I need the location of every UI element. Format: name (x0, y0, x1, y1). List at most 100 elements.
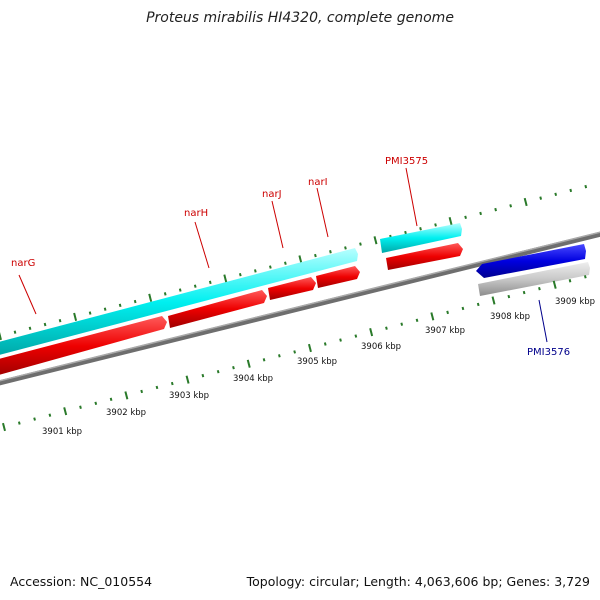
outer-minor-tick (509, 204, 512, 208)
label-PMI3575[interactable]: PMI3575 (385, 156, 428, 167)
outer-minor-tick (13, 330, 17, 334)
outer-major-tick (448, 216, 453, 226)
leader-PMI3576 (538, 299, 548, 343)
outer-minor-tick (479, 211, 482, 216)
outer-minor-tick (178, 288, 182, 292)
inner-major-tick (185, 375, 190, 384)
gene-PMI3576-pseudo-bar[interactable] (478, 262, 590, 296)
inner-minor-tick (385, 326, 388, 330)
inner-minor-tick (216, 369, 220, 374)
outer-major-tick (148, 293, 153, 302)
label-narI[interactable]: narI (308, 177, 328, 188)
outer-minor-tick (344, 246, 347, 250)
scale-label: 3909 kbp (555, 297, 595, 307)
outer-minor-tick (464, 215, 467, 219)
inner-minor-tick (476, 302, 480, 307)
leader-narG (18, 274, 37, 315)
gene-bar-narG-narJ[interactable] (0, 248, 358, 356)
inner-minor-tick (446, 310, 449, 315)
inner-minor-tick (522, 290, 526, 295)
leader-narH (194, 221, 210, 269)
inner-minor-tick (400, 322, 404, 326)
outer-minor-tick (163, 292, 167, 296)
accession-text: Accession: NC_010554 (10, 574, 153, 589)
inner-major-tick (369, 328, 374, 337)
inner-minor-tick (17, 421, 21, 425)
backbone (0, 231, 600, 386)
outer-major-tick (298, 255, 303, 264)
leader-PMI3575 (405, 167, 418, 227)
label-narG[interactable]: narG (11, 258, 35, 269)
inner-major-tick (2, 422, 6, 432)
outer-minor-tick (88, 311, 92, 315)
inner-minor-tick (232, 366, 235, 370)
gene-narJ[interactable] (268, 277, 316, 300)
scale-label: 3903 kbp (169, 391, 209, 401)
scale-label: 3905 kbp (297, 357, 337, 367)
inner-minor-tick (170, 381, 174, 386)
scale-label: 3906 kbp (361, 342, 401, 352)
inner-minor-tick (140, 389, 144, 394)
outer-minor-tick (269, 265, 272, 269)
inner-minor-tick (583, 275, 587, 279)
gene-PMI3575[interactable] (386, 243, 463, 270)
gene-bar-PMI3575-top[interactable] (380, 223, 462, 253)
scale-label: 3907 kbp (425, 326, 465, 336)
inner-major-tick (124, 391, 129, 400)
outer-minor-tick (253, 269, 257, 273)
outer-minor-tick (193, 284, 197, 288)
scale-label: 3908 kbp (490, 312, 530, 322)
gene-narG[interactable] (0, 316, 167, 376)
outer-minor-tick (284, 261, 287, 265)
inner-minor-tick (48, 413, 52, 417)
outer-minor-tick (208, 280, 212, 285)
leader-narJ (271, 200, 284, 249)
inner-minor-tick (339, 338, 342, 342)
inner-major-tick (430, 312, 435, 321)
outer-major-tick (523, 197, 528, 207)
inner-minor-tick (262, 358, 266, 362)
inner-minor-tick (155, 385, 159, 390)
inner-minor-tick (461, 306, 465, 311)
label-narH[interactable]: narH (184, 208, 208, 219)
outer-minor-tick (419, 227, 422, 231)
label-narJ[interactable]: narJ (262, 189, 282, 200)
outer-minor-tick (329, 250, 332, 254)
outer-minor-tick (359, 242, 362, 246)
outer-minor-tick (43, 322, 47, 327)
leader-narI (316, 187, 329, 238)
scale-label: 3901 kbp (42, 427, 82, 437)
outer-minor-tick (118, 303, 122, 308)
outer-major-tick (0, 331, 2, 341)
inner-minor-tick (94, 401, 98, 405)
inner-minor-tick (201, 373, 205, 378)
outer-major-tick (373, 236, 378, 245)
outer-minor-tick (434, 223, 437, 227)
scale-label: 3902 kbp (106, 408, 146, 418)
forward-strand-track (0, 243, 463, 376)
inner-minor-tick (278, 354, 281, 358)
map-title: Proteus mirabilis HI4320, complete genom… (146, 10, 454, 26)
reverse-strand-track (476, 244, 590, 296)
inner-major-tick (246, 359, 251, 368)
outer-minor-tick (584, 184, 588, 189)
inner-tick-track (2, 275, 587, 432)
inner-minor-tick (323, 342, 327, 346)
outer-minor-tick (554, 192, 558, 196)
inner-minor-tick (568, 279, 572, 283)
inner-minor-tick (507, 294, 511, 299)
top-strand-track (0, 223, 462, 356)
inner-minor-tick (109, 397, 113, 402)
genome-summary-text: Topology: circular; Length: 4,063,606 bp… (246, 574, 590, 589)
gene-PMI3576[interactable] (476, 244, 586, 278)
inner-minor-tick (354, 334, 358, 338)
label-PMI3576[interactable]: PMI3576 (527, 347, 570, 358)
outer-major-tick (73, 312, 78, 321)
gene-narH[interactable] (168, 290, 267, 328)
inner-major-tick (491, 296, 496, 305)
outer-minor-tick (314, 253, 317, 258)
gene-narI[interactable] (316, 266, 360, 288)
outer-minor-tick (133, 299, 137, 304)
outer-minor-tick (539, 196, 543, 200)
